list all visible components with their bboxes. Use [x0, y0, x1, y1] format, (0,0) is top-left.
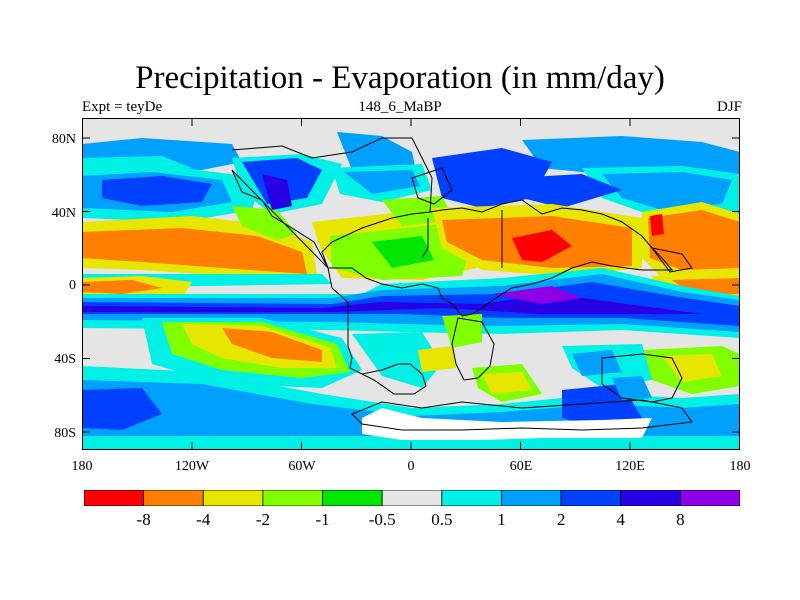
coastline-outline — [328, 199, 674, 317]
coastline-outline — [451, 317, 495, 381]
field-patch — [602, 172, 732, 210]
field-patch — [512, 174, 622, 208]
field-patch — [648, 210, 740, 270]
colorbar-swatch — [620, 490, 681, 506]
field-patch — [232, 206, 297, 240]
colorbar-swatch — [202, 490, 264, 506]
plot-title: Precipitation - Evaporation (in mm/day) — [135, 60, 665, 96]
lat-label-80s: 80S — [54, 426, 76, 441]
lat-label-40s: 40S — [54, 352, 76, 367]
colorbar-swatch — [262, 490, 323, 506]
coastline-outline — [411, 167, 453, 205]
field-patch — [344, 170, 420, 194]
lon-label-60e: 60E — [509, 459, 533, 474]
field-patch — [82, 280, 162, 294]
colorbar-swatch — [501, 490, 562, 506]
colorbar-swatch — [560, 490, 622, 506]
colorbar-swatch — [441, 490, 502, 506]
field-patch — [442, 314, 482, 348]
lon-label-120w: 120W — [174, 459, 210, 474]
colorbar-label: 4 — [616, 510, 625, 529]
lon-label-60w: 60W — [288, 459, 316, 474]
field-patch — [512, 230, 572, 262]
colorbar-swatch — [679, 490, 740, 506]
field-patch — [612, 376, 652, 400]
field-patch — [82, 388, 162, 430]
colorbar — [84, 490, 740, 506]
lat-label-40n: 40N — [51, 206, 76, 221]
field-patch — [482, 372, 532, 394]
colorbar-label: 2 — [556, 510, 566, 529]
lon-label-180-east: 180 — [729, 459, 751, 474]
field-patch — [418, 346, 456, 372]
field-patch — [82, 228, 307, 274]
colorbar-label: -2 — [255, 510, 270, 529]
colorbar-label: -4 — [196, 510, 211, 529]
colorbar-swatch — [381, 490, 443, 506]
field-patch — [352, 332, 442, 388]
field-patch — [362, 408, 652, 440]
season-label: DJF — [716, 99, 742, 115]
coastline-outline — [650, 247, 693, 273]
colorbar-swatch — [322, 490, 383, 506]
coastline-outline — [601, 353, 683, 403]
field-patch — [662, 354, 722, 382]
colorbar-label: 1 — [497, 510, 506, 529]
field-patch — [650, 214, 664, 236]
colorbar-label: -0.5 — [368, 510, 396, 529]
period-label: 148_6_MaBP — [358, 99, 442, 115]
colorbar-label: -8 — [136, 510, 151, 529]
precipitation-map — [82, 118, 740, 450]
lon-label-120e: 120E — [615, 459, 645, 474]
field-patch — [222, 328, 322, 362]
field-patch — [262, 174, 292, 210]
colorbar-swatch — [84, 490, 145, 506]
field-patch — [572, 350, 622, 376]
lat-label-equator: 0 — [69, 278, 76, 293]
coastline-outline — [351, 399, 693, 431]
colorbar-label: 0.5 — [431, 510, 453, 529]
lon-label-0: 0 — [407, 459, 415, 474]
field-patch — [372, 236, 434, 268]
colorbar-label: -1 — [315, 510, 330, 529]
field-patch — [102, 176, 212, 206]
lat-label-80n: 80N — [51, 132, 76, 147]
experiment-label: Expt = teyDe — [82, 99, 163, 115]
colorbar-swatch — [143, 490, 204, 506]
colorbar-label: 8 — [676, 510, 685, 529]
field-patch — [492, 286, 582, 304]
axis-ticks — [82, 118, 740, 450]
coastline-outline — [231, 137, 433, 395]
lon-label-180-west: 180 — [71, 459, 93, 474]
